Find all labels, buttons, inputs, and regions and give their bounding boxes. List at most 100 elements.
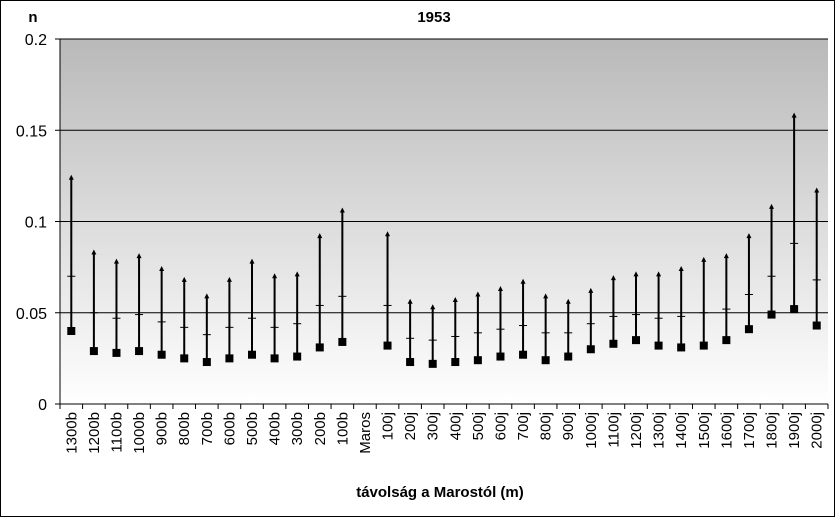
low-marker bbox=[767, 310, 776, 319]
low-marker bbox=[270, 354, 279, 363]
low-marker bbox=[496, 352, 505, 361]
low-marker bbox=[338, 337, 347, 346]
high-marker bbox=[136, 253, 142, 259]
high-marker bbox=[159, 265, 165, 271]
x-tick-label: 100b bbox=[334, 412, 351, 445]
low-marker bbox=[315, 343, 324, 352]
x-tick-label: 1900j bbox=[786, 412, 803, 449]
high-marker bbox=[68, 174, 74, 180]
low-marker bbox=[722, 336, 731, 345]
low-marker bbox=[451, 358, 460, 367]
low-marker bbox=[428, 359, 437, 368]
high-marker bbox=[814, 187, 820, 193]
y-tick-label: 0 bbox=[38, 397, 47, 414]
low-marker bbox=[225, 354, 234, 363]
x-tick-label: 500b bbox=[244, 412, 261, 445]
high-marker bbox=[226, 276, 232, 282]
high-marker bbox=[791, 112, 797, 118]
high-marker bbox=[678, 265, 684, 271]
x-tick-label: 900j bbox=[560, 412, 577, 440]
high-marker bbox=[452, 296, 458, 302]
high-marker bbox=[385, 231, 391, 237]
low-marker bbox=[112, 348, 121, 357]
high-marker bbox=[565, 298, 571, 304]
low-marker bbox=[586, 345, 595, 354]
low-marker bbox=[744, 325, 753, 334]
x-tick-label: 400j bbox=[447, 412, 464, 440]
low-marker bbox=[202, 358, 211, 367]
low-marker bbox=[519, 350, 528, 359]
low-marker bbox=[293, 352, 302, 361]
x-tick-label: 1700j bbox=[741, 412, 758, 449]
x-tick-label: 500j bbox=[470, 412, 487, 440]
high-marker bbox=[723, 253, 729, 259]
x-tick-label: 700b bbox=[199, 412, 216, 445]
x-tick-label: Maros bbox=[357, 412, 374, 454]
high-marker bbox=[204, 293, 210, 299]
x-tick-label: 1000j bbox=[583, 412, 600, 449]
high-marker bbox=[543, 293, 549, 299]
low-marker bbox=[812, 321, 821, 330]
data-marks bbox=[67, 112, 821, 368]
high-marker bbox=[181, 276, 187, 282]
x-tick-label: 200j bbox=[402, 412, 419, 440]
low-marker bbox=[677, 343, 686, 352]
x-tick-label: 800j bbox=[538, 412, 555, 440]
low-marker bbox=[699, 341, 708, 350]
low-marker bbox=[67, 327, 76, 335]
axes bbox=[55, 38, 829, 409]
x-tick-label: 1600j bbox=[718, 412, 735, 449]
high-marker bbox=[91, 249, 97, 255]
low-marker bbox=[135, 347, 144, 356]
low-marker bbox=[632, 336, 640, 345]
x-tick-label: 800b bbox=[176, 412, 193, 445]
high-marker bbox=[588, 287, 594, 293]
x-tick-label: 1800j bbox=[764, 412, 781, 449]
high-marker bbox=[610, 275, 616, 281]
low-marker bbox=[654, 341, 663, 350]
high-marker bbox=[520, 278, 526, 284]
high-marker bbox=[497, 286, 503, 292]
chart-title: 1953 bbox=[417, 9, 450, 26]
y-axis-label: n bbox=[28, 9, 37, 26]
x-tick-label: 1200b bbox=[86, 412, 103, 454]
low-marker bbox=[473, 356, 482, 365]
x-tick-label: 700j bbox=[515, 412, 532, 440]
x-tick-label: 2000j bbox=[809, 412, 826, 449]
low-marker bbox=[248, 350, 256, 359]
y-tick-label: 0.1 bbox=[25, 215, 47, 232]
high-marker bbox=[294, 271, 300, 277]
x-tick-label: 1400j bbox=[673, 412, 690, 449]
y-tick-labels: 0 0.05 0.1 0.15 0.2 bbox=[16, 32, 47, 414]
low-marker bbox=[383, 341, 392, 350]
high-marker bbox=[769, 203, 775, 209]
x-tick-label: 1100j bbox=[605, 412, 622, 448]
high-marker bbox=[656, 271, 662, 277]
x-tick-label: 300b bbox=[289, 412, 306, 445]
x-tick-label: 1100b bbox=[108, 412, 125, 453]
x-tick-label: 900b bbox=[154, 412, 171, 445]
y-tick-label: 0.2 bbox=[25, 32, 47, 49]
low-marker bbox=[157, 350, 166, 359]
x-tick-label: 1500j bbox=[696, 412, 713, 449]
low-marker bbox=[89, 347, 98, 356]
low-marker bbox=[790, 305, 799, 314]
x-tick-label: 600j bbox=[492, 412, 509, 440]
x-tick-label: 1300b bbox=[63, 412, 80, 454]
x-tick-label: 200b bbox=[312, 412, 329, 445]
x-tick-label: 600b bbox=[221, 412, 238, 445]
high-marker bbox=[272, 273, 278, 279]
high-marker bbox=[317, 233, 323, 239]
x-tick-label: 400b bbox=[267, 412, 284, 445]
y-tick-label: 0.05 bbox=[16, 306, 47, 323]
low-marker bbox=[406, 358, 415, 367]
high-marker bbox=[633, 271, 639, 277]
high-marker bbox=[430, 304, 436, 310]
x-tick-label: 1000b bbox=[131, 412, 148, 454]
low-marker bbox=[541, 356, 550, 365]
x-tick-labels: 1300b 1200b 1100b 1000b 900b 800b 700b 600b 500b… bbox=[63, 412, 825, 454]
high-marker bbox=[701, 256, 707, 262]
high-marker bbox=[339, 207, 345, 213]
gridlines bbox=[60, 38, 828, 314]
